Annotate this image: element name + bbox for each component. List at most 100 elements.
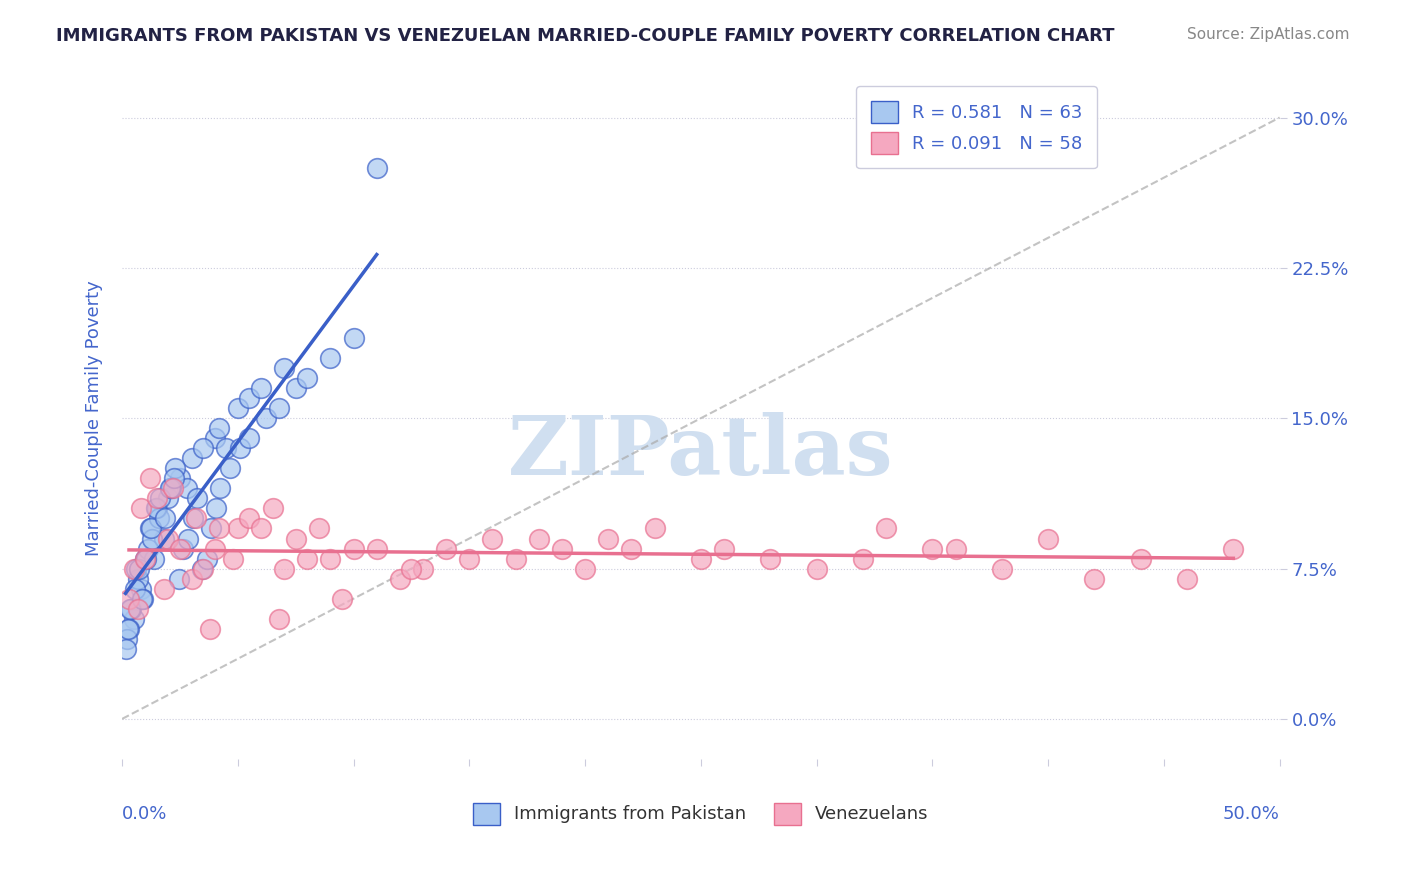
Point [598,532,620,546]
Point [195,551,218,566]
Point [204,541,226,556]
Point [124,582,146,596]
Text: ZIPatlas: ZIPatlas [508,412,894,492]
Point [181,511,204,525]
Point [208,521,231,535]
Point [169,471,191,485]
Point [149,491,172,506]
Point [122,612,145,626]
Point [162,482,184,496]
Point [222,551,245,566]
Point [269,612,291,626]
Point [118,591,141,606]
Point [146,501,169,516]
Point [120,601,142,615]
Point [262,501,284,516]
Point [131,591,153,606]
Point [198,622,221,636]
Point [191,442,214,456]
Point [551,541,574,556]
Point [1175,572,1198,586]
Text: IMMIGRANTS FROM PAKISTAN VS VENEZUELAN MARRIED-COUPLE FAMILY POVERTY CORRELATION: IMMIGRANTS FROM PAKISTAN VS VENEZUELAN M… [56,27,1115,45]
Point [297,551,319,566]
Point [269,401,291,416]
Point [319,351,342,365]
Point [127,572,149,586]
Point [134,551,156,566]
Point [141,532,163,546]
Point [226,521,249,535]
Point [128,561,150,575]
Point [342,541,364,556]
Point [139,521,162,535]
Point [1129,551,1152,566]
Point [114,641,136,656]
Point [689,551,711,566]
Point [135,551,157,566]
Point [342,331,364,345]
Point [152,582,174,596]
Point [875,521,897,535]
Point [186,491,208,506]
Point [238,391,260,405]
Point [945,541,967,556]
Point [434,541,457,556]
Point [159,482,181,496]
Point [1083,572,1105,586]
Point [250,521,273,535]
Point [806,561,828,575]
Point [148,511,170,525]
Point [159,482,181,496]
Point [330,591,353,606]
Y-axis label: Married-Couple Family Poverty: Married-Couple Family Poverty [86,280,103,556]
Point [125,561,148,575]
Point [215,442,238,456]
Point [143,551,166,566]
Point [458,551,481,566]
Point [134,551,156,566]
Point [238,511,260,525]
Point [122,561,145,575]
Point [1222,541,1244,556]
Point [180,451,202,466]
Point [191,561,214,575]
Point [127,601,149,615]
Point [176,482,198,496]
Point [200,521,222,535]
Point [366,541,388,556]
Legend: Immigrants from Pakistan, Venezuelans: Immigrants from Pakistan, Venezuelans [465,796,936,831]
Point [991,561,1014,575]
Point [218,461,240,475]
Point [574,561,596,575]
Text: Source: ZipAtlas.com: Source: ZipAtlas.com [1187,27,1350,42]
Point [254,411,277,425]
Point [163,471,186,485]
Point [152,532,174,546]
Point [157,532,180,546]
Point [527,532,550,546]
Point [209,482,232,496]
Point [852,551,875,566]
Point [204,501,226,516]
Point [713,541,735,556]
Point [132,591,155,606]
Point [481,532,503,546]
Point [139,521,162,535]
Point [177,532,200,546]
Point [273,361,295,376]
Point [165,461,187,475]
Point [129,582,152,596]
Point [1036,532,1059,546]
Point [172,541,194,556]
Point [401,561,423,575]
Point [644,521,666,535]
Point [620,541,643,556]
Point [238,431,260,445]
Text: 0.0%: 0.0% [122,805,167,823]
Point [759,551,782,566]
Point [284,381,307,395]
Point [505,551,527,566]
Point [921,541,943,556]
Point [184,511,207,525]
Point [226,401,249,416]
